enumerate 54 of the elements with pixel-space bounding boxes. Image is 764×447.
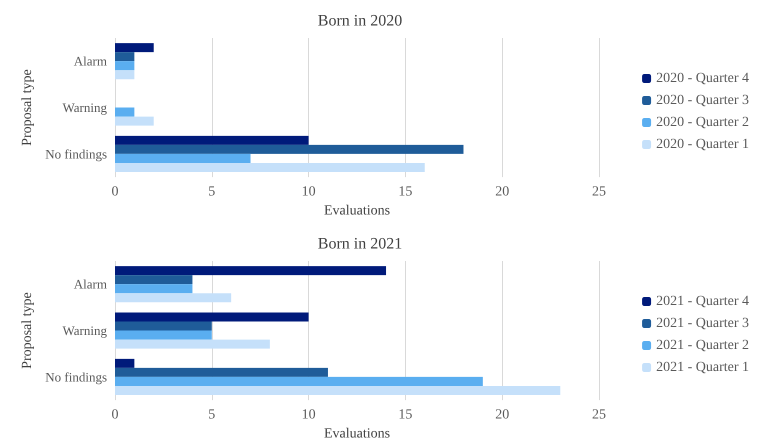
legend-label: 2021 - Quarter 2: [656, 338, 750, 353]
x-tick-label: 25: [592, 184, 606, 200]
y-axis-title: Proposal type: [20, 292, 35, 369]
x-tick-label: 0: [112, 408, 118, 423]
x-tick-label: 5: [208, 184, 216, 200]
legend-label: 2020 - Quarter 3: [656, 93, 750, 108]
bar: [115, 70, 134, 80]
bar: [115, 330, 212, 340]
bar: [115, 376, 483, 386]
x-axis-title: Evaluations: [324, 204, 390, 218]
bar: [115, 136, 309, 145]
bar: [115, 266, 386, 276]
x-tick-label: 25: [592, 408, 606, 423]
x-axis-title: Evaluations: [324, 426, 390, 442]
bar: [115, 358, 134, 368]
legend-label: 2021 - Quarter 4: [656, 294, 750, 309]
bar: [115, 61, 134, 70]
legend-label: 2020 - Quarter 4: [656, 71, 750, 86]
x-tick-label: 10: [302, 184, 316, 200]
x-tick-label: 10: [302, 408, 316, 423]
y-tick-label: Warning: [62, 100, 108, 116]
y-tick-label: No findings: [45, 146, 107, 162]
bar: [115, 386, 560, 395]
legend-label: 2020 - Quarter 2: [656, 115, 750, 130]
bar: [115, 322, 212, 331]
x-tick-label: 5: [208, 408, 216, 423]
legend-label: 2021 - Quarter 3: [656, 316, 750, 331]
x-tick-label: 0: [112, 184, 118, 200]
bar: [115, 144, 464, 154]
x-tick-label: 15: [398, 408, 412, 423]
bar: [115, 368, 328, 377]
y-tick-label: No findings: [45, 369, 107, 384]
y-tick-label: Warning: [62, 323, 108, 338]
bar: [115, 108, 134, 117]
legend-label: 2020 - Quarter 1: [656, 137, 750, 152]
bar: [115, 275, 192, 284]
bar: [115, 116, 154, 126]
bar: [115, 340, 270, 349]
legend-label: 2021 - Quarter 1: [656, 360, 750, 375]
y-tick-label: Alarm: [74, 276, 107, 292]
chart-title: Born in 2021: [318, 236, 402, 252]
bar: [115, 162, 425, 172]
x-tick-label: 20: [495, 184, 510, 200]
y-axis-title: Proposal type: [20, 69, 35, 146]
bar: [115, 52, 134, 62]
chart-title: Born in 2020: [318, 12, 402, 30]
bar: [115, 293, 232, 302]
y-tick-label: Alarm: [74, 54, 107, 69]
bar: [115, 284, 192, 294]
bar: [115, 43, 154, 52]
bar: [115, 154, 251, 163]
x-tick-label: 15: [398, 184, 412, 200]
x-tick-label: 20: [495, 408, 510, 423]
bar: [115, 312, 309, 322]
